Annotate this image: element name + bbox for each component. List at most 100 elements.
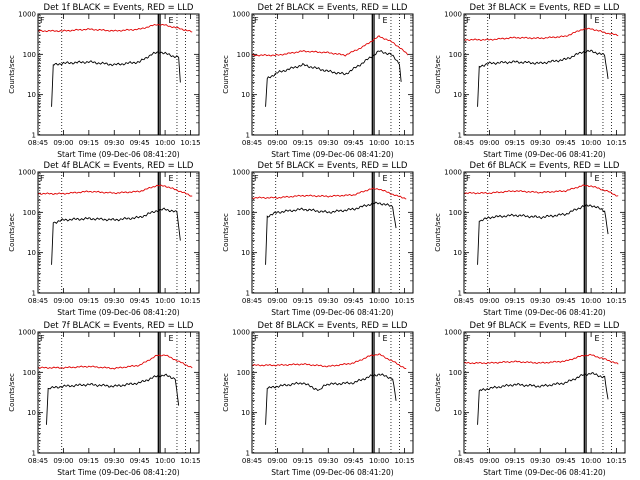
- x-tick-label: 09:15: [79, 297, 99, 305]
- x-tick-label: 09:45: [556, 297, 576, 305]
- y-axis-label: Counts/sec: [434, 213, 442, 252]
- events-series-line: [477, 49, 609, 107]
- y-axis-label: Counts/sec: [8, 213, 16, 252]
- x-tick-label: 09:15: [505, 457, 525, 465]
- x-axis-label: Start Time (09-Dec-06 08:41:20): [57, 150, 179, 159]
- x-tick-label: 10:00: [581, 457, 601, 465]
- e-marker-label: E: [168, 334, 173, 343]
- y-tick-label: 1: [246, 132, 250, 140]
- e-marker-label: E: [594, 16, 599, 25]
- y-tick-label: 10: [241, 249, 250, 257]
- x-tick-label: 10:15: [606, 139, 626, 147]
- y-tick-label: 1000: [18, 11, 36, 19]
- f-marker-label: F: [254, 16, 259, 25]
- x-tick-label: 10:00: [581, 297, 601, 305]
- panel-title: Det 2f BLACK = Events, RED = LLD: [258, 3, 408, 13]
- lld-series-line: [37, 23, 193, 33]
- x-tick-label: 09:15: [293, 297, 313, 305]
- x-tick-label: 09:15: [293, 139, 313, 147]
- x-tick-label: 09:15: [505, 297, 525, 305]
- y-tick-label: 1: [458, 450, 462, 458]
- x-tick-label: 10:00: [581, 139, 601, 147]
- x-tick-label: 09:45: [344, 457, 364, 465]
- x-tick-label: 09:00: [53, 457, 73, 465]
- lld-series-line: [251, 35, 409, 57]
- e-marker-label: E: [382, 334, 387, 343]
- y-tick-label: 1: [458, 132, 462, 140]
- y-tick-label: 1000: [232, 169, 250, 177]
- x-axis-label: Start Time (09-Dec-06 08:41:20): [271, 308, 393, 317]
- events-series-line: [51, 207, 181, 265]
- y-tick-label: 1000: [18, 329, 36, 337]
- panel-title: Det 4f BLACK = Events, RED = LLD: [44, 161, 194, 171]
- f-marker-label: F: [466, 174, 471, 183]
- f-marker-label: F: [254, 174, 259, 183]
- x-axis-label: Start Time (09-Dec-06 08:41:20): [57, 308, 179, 317]
- x-tick-label: 10:15: [180, 139, 200, 147]
- x-tick-label: 09:30: [530, 457, 550, 465]
- x-tick-label: 09:00: [267, 297, 287, 305]
- detector-panel: Det 8f BLACK = Events, RED = LLD Counts/s…: [222, 321, 415, 477]
- y-tick-label: 1000: [232, 11, 250, 19]
- y-tick-label: 1000: [18, 169, 36, 177]
- y-tick-label: 1000: [444, 11, 462, 19]
- x-tick-label: 09:30: [104, 297, 124, 305]
- x-axis-label: Start Time (09-Dec-06 08:41:20): [57, 468, 179, 477]
- x-tick-label: 08:45: [454, 457, 474, 465]
- y-tick-label: 100: [449, 209, 462, 217]
- x-tick-label: 08:45: [454, 297, 474, 305]
- x-tick-label: 10:00: [155, 139, 175, 147]
- y-tick-label: 10: [27, 91, 36, 99]
- x-tick-label: 08:45: [242, 139, 262, 147]
- plot-frame: [37, 13, 200, 136]
- x-tick-label: 09:00: [267, 139, 287, 147]
- x-tick-label: 10:00: [155, 297, 175, 305]
- f-marker-label: F: [466, 334, 471, 343]
- y-tick-label: 1: [246, 450, 250, 458]
- x-tick-label: 10:15: [394, 457, 414, 465]
- x-tick-label: 08:45: [28, 457, 48, 465]
- panel-title: Det 9f BLACK = Events, RED = LLD: [470, 321, 620, 331]
- f-marker-label: F: [466, 16, 471, 25]
- events-series-line: [477, 372, 609, 425]
- x-axis-label: Start Time (09-Dec-06 08:41:20): [271, 150, 393, 159]
- y-tick-label: 10: [453, 249, 462, 257]
- detector-panel: Det 7f BLACK = Events, RED = LLD Counts/s…: [8, 321, 201, 477]
- plot-frame: [251, 331, 414, 454]
- y-axis-label: Counts/sec: [434, 373, 442, 412]
- y-tick-label: 100: [237, 209, 250, 217]
- y-tick-label: 100: [237, 51, 250, 59]
- e-marker-label: E: [382, 174, 387, 183]
- panel-title: Det 3f BLACK = Events, RED = LLD: [470, 3, 620, 13]
- x-tick-label: 10:00: [155, 457, 175, 465]
- y-tick-label: 100: [449, 51, 462, 59]
- detector-panel: Det 9f BLACK = Events, RED = LLD Counts/s…: [434, 321, 627, 477]
- x-axis-label: Start Time (09-Dec-06 08:41:20): [483, 150, 605, 159]
- e-marker-label: E: [594, 334, 599, 343]
- x-tick-label: 09:30: [530, 139, 550, 147]
- plot-frame: [463, 13, 626, 136]
- y-tick-label: 100: [23, 369, 36, 377]
- x-tick-label: 09:00: [53, 297, 73, 305]
- events-series-line: [51, 51, 181, 107]
- x-tick-label: 10:15: [180, 457, 200, 465]
- x-tick-label: 09:45: [130, 457, 150, 465]
- lld-series-line: [37, 354, 193, 370]
- y-tick-label: 100: [23, 209, 36, 217]
- x-tick-label: 08:45: [454, 139, 474, 147]
- x-tick-label: 10:15: [394, 297, 414, 305]
- x-tick-label: 09:45: [130, 297, 150, 305]
- y-tick-label: 10: [27, 249, 36, 257]
- plot-frame: [37, 331, 200, 454]
- lld-series-line: [463, 184, 619, 197]
- x-tick-label: 09:15: [505, 139, 525, 147]
- x-tick-label: 08:45: [242, 457, 262, 465]
- panel-title: Det 7f BLACK = Events, RED = LLD: [44, 321, 194, 331]
- plot-frame: [251, 171, 414, 294]
- y-tick-label: 100: [23, 51, 36, 59]
- x-tick-label: 09:30: [104, 139, 124, 147]
- x-tick-label: 09:00: [479, 297, 499, 305]
- x-axis-label: Start Time (09-Dec-06 08:41:20): [271, 468, 393, 477]
- x-tick-label: 10:15: [606, 457, 626, 465]
- y-axis-label: Counts/sec: [8, 55, 16, 94]
